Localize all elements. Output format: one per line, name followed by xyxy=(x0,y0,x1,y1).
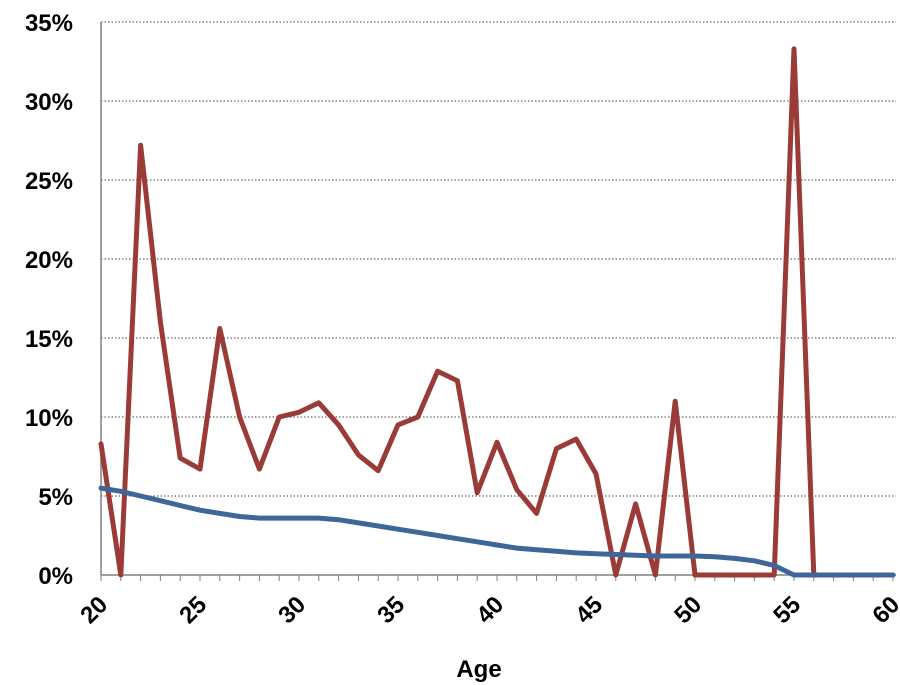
y-tick-label: 30% xyxy=(25,89,73,116)
x-tick-label: 50 xyxy=(669,591,707,629)
y-tick-label: 0% xyxy=(38,563,73,590)
y-tick-label: 10% xyxy=(25,405,73,432)
x-tick-label: 45 xyxy=(570,591,608,629)
y-tick-label: 25% xyxy=(25,168,73,195)
y-tick-label: 35% xyxy=(25,10,73,37)
y-tick-label: 15% xyxy=(25,326,73,353)
x-tick-label: 30 xyxy=(273,591,311,629)
x-tick-marks xyxy=(100,575,894,581)
gridlines xyxy=(101,21,896,497)
x-tick-label: 35 xyxy=(372,591,410,629)
y-tick-label: 20% xyxy=(25,247,73,274)
y-tick-label: 5% xyxy=(38,484,73,511)
series-lines xyxy=(98,46,896,578)
x-axis-title: Age xyxy=(456,656,501,683)
y-tick-labels: 0% 5% 10% 15% 20% 25% 30% 35% xyxy=(25,10,73,590)
x-tick-label: 40 xyxy=(471,591,509,629)
series-line-2 xyxy=(98,485,896,578)
x-tick-label: 20 xyxy=(75,591,113,629)
x-tick-label: 60 xyxy=(867,591,900,629)
x-tick-label: 25 xyxy=(174,591,212,629)
x-tick-label: 55 xyxy=(768,591,806,629)
x-tick-labels: 20 25 30 35 40 45 50 55 60 xyxy=(75,591,900,629)
series-line-1 xyxy=(98,46,896,578)
